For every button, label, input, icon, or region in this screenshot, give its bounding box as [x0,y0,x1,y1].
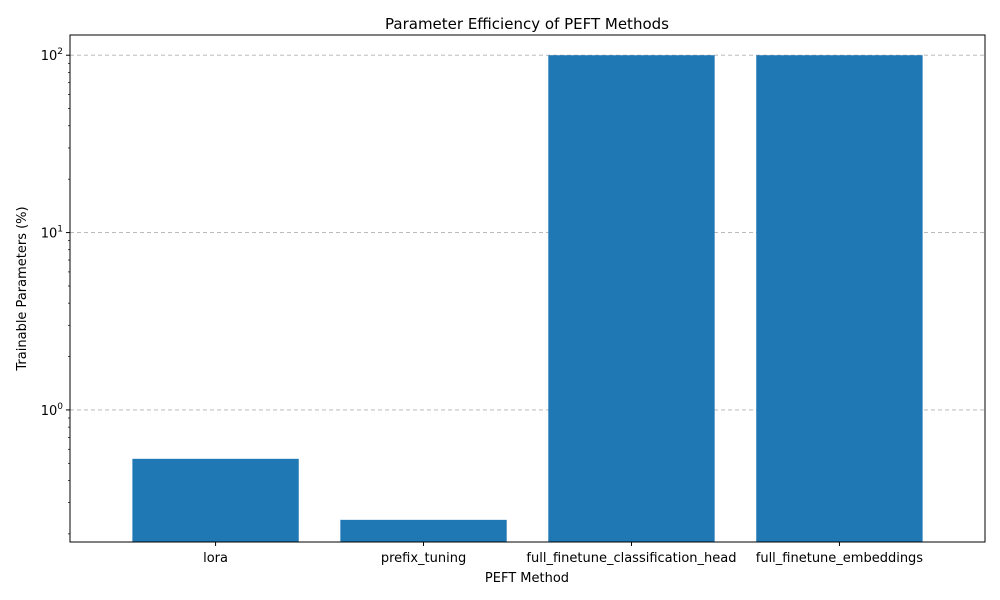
bar-full_finetune_classification_head [548,55,715,543]
y-tick-label-1: 101 [41,225,63,242]
x-axis-label: PEFT Method [485,571,569,586]
x-tick-label-full_finetune_embeddings: full_finetune_embeddings [756,551,924,566]
y-gridlines [70,54,985,411]
x-tick-label-full_finetune_classification_head: full_finetune_classification_head [526,551,736,566]
y-axis-label: Trainable Parameters (%) [15,206,30,371]
x-axis-ticks: lora prefix_tuning full_finetune_classific… [203,542,923,566]
chart-title: Parameter Efficiency of PEFT Methods [385,15,669,33]
y-axis-ticks: 100 101 102 [41,47,70,535]
bar-full_finetune_embeddings [756,55,923,543]
x-tick-label-lora: lora [203,551,228,566]
y-tick-label-0: 100 [41,402,64,419]
plot-frame [69,34,986,543]
bar-prefix_tuning [340,519,507,542]
y-tick-label-2: 102 [41,47,63,64]
bars [132,55,923,543]
x-tick-label-prefix_tuning: prefix_tuning [381,551,466,566]
bar-lora [132,458,299,542]
